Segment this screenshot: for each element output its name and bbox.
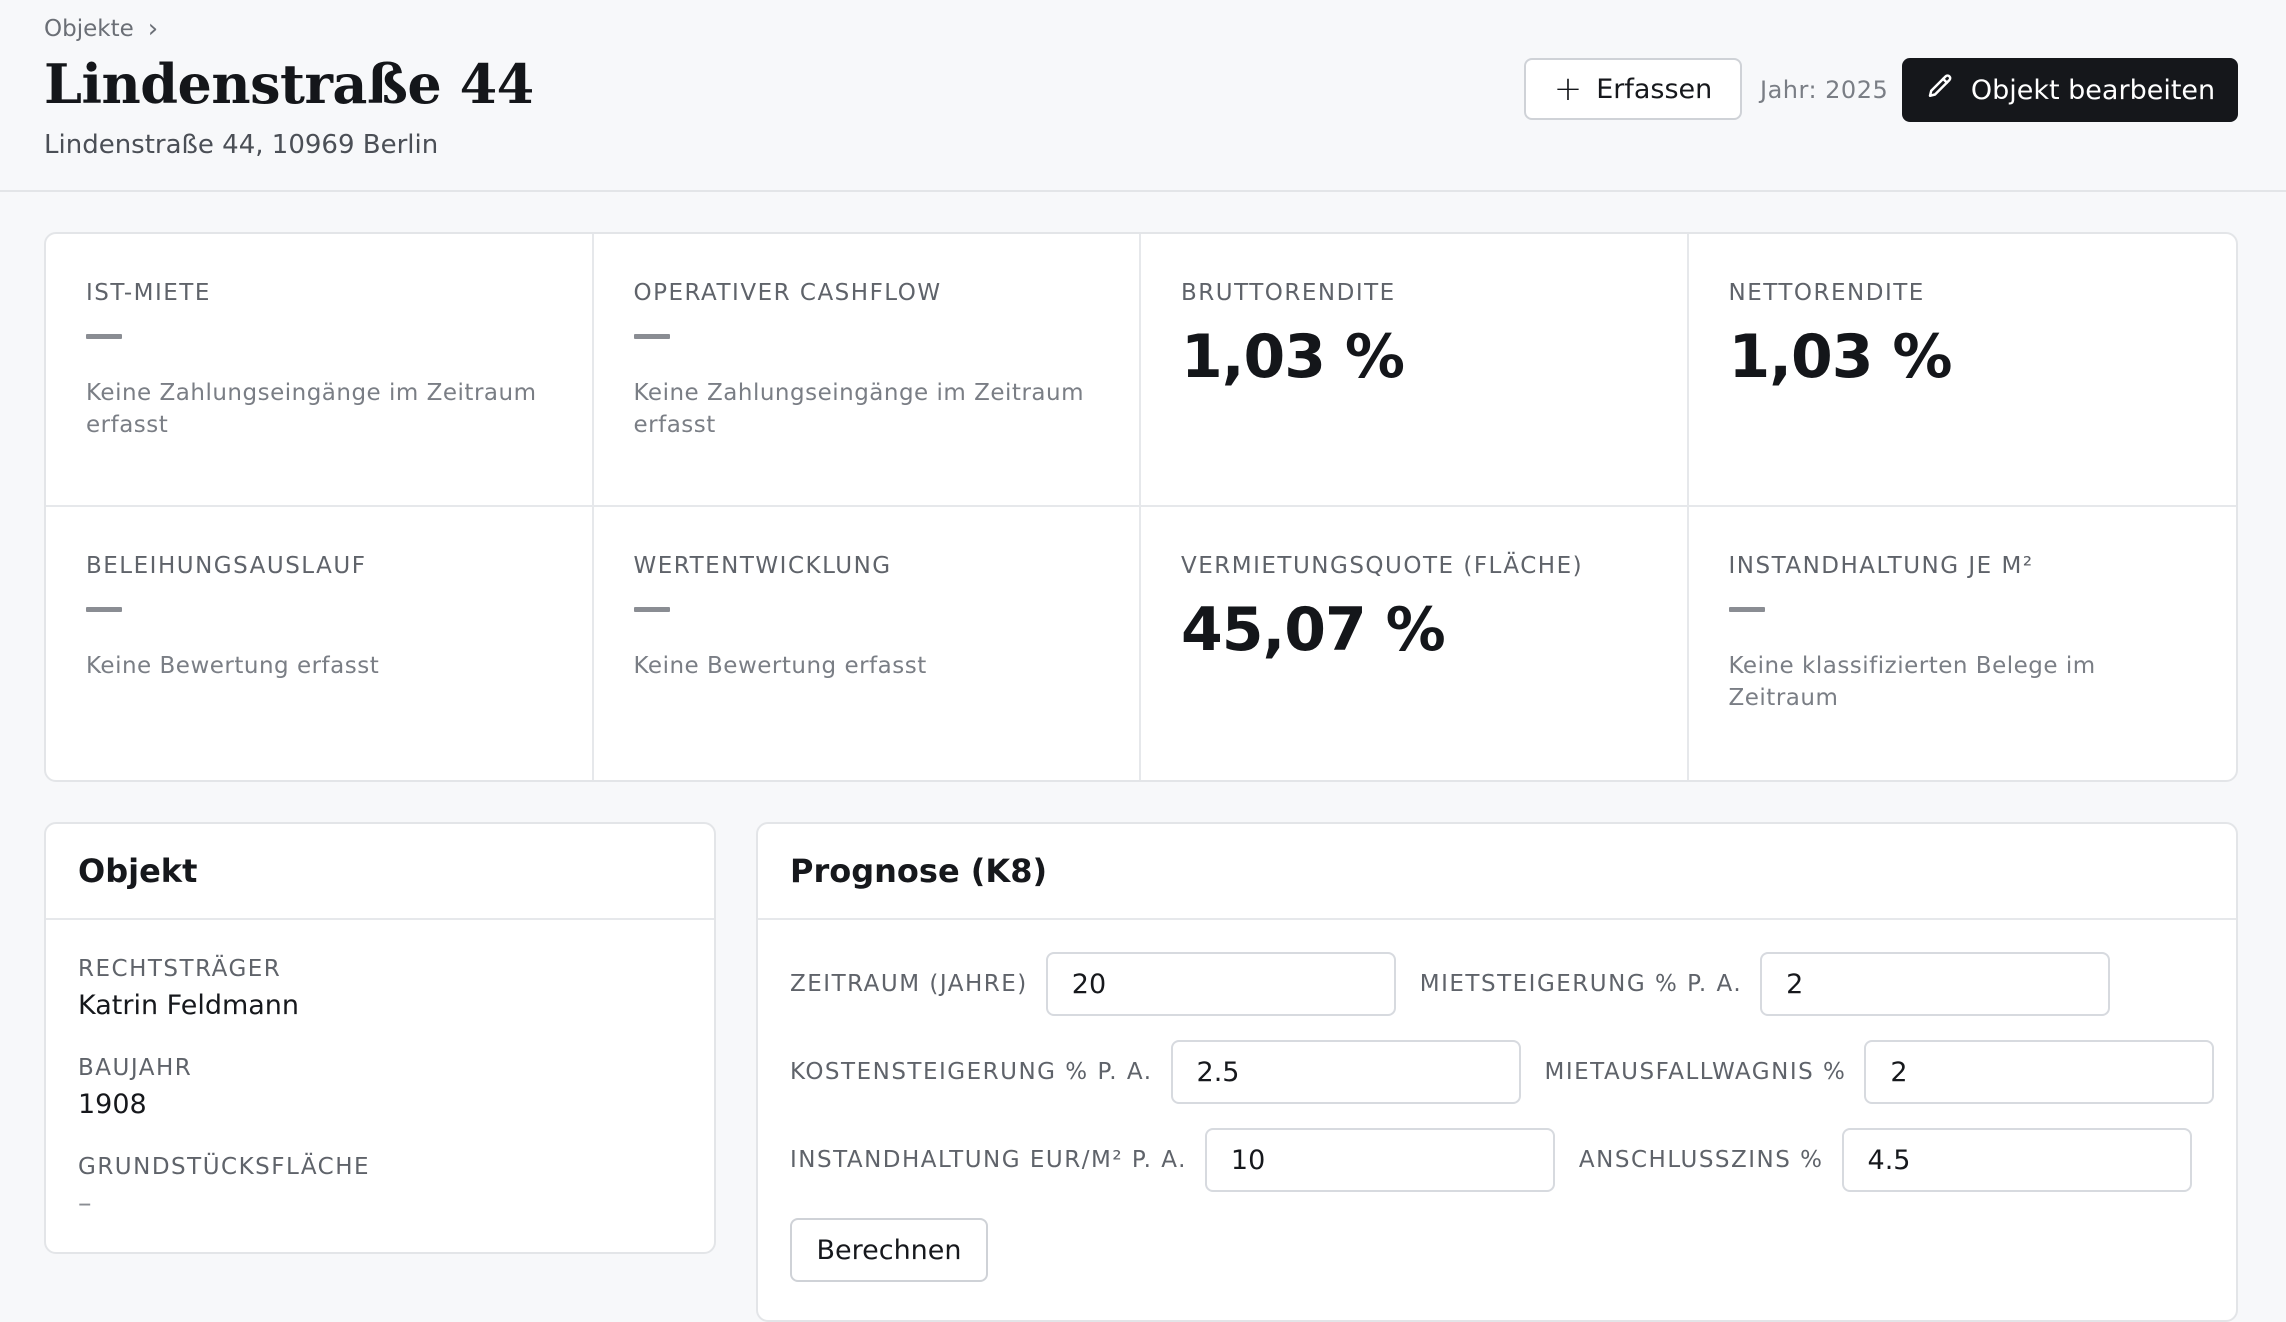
kpi-bruttorendite: BRUTTORENDITE 1,03 % — [1141, 234, 1689, 507]
kpi-label: VERMIETUNGSQUOTE (FLÄCHE) — [1181, 553, 1584, 579]
zeitraum-input[interactable]: 20 — [1045, 952, 1396, 1016]
breadcrumb: Objekte › — [44, 14, 158, 44]
field-label: RECHTSTRÄGER — [78, 956, 282, 982]
field-rechtstraeger: RECHTSTRÄGER Katrin Feldmann — [46, 956, 714, 1021]
kpi-value: 45,07 % — [1181, 595, 1446, 665]
field-baujahr: BAUJAHR 1908 — [46, 1055, 714, 1120]
kpi-note: Keine Zahlungseingänge im Zeitraum erfas… — [633, 380, 1084, 438]
kostensteigerung-input[interactable]: 2.5 — [1170, 1040, 1521, 1104]
kpi-grid: IST-MIETE Keine Zahlungseingänge im Zeit… — [44, 232, 2238, 782]
page-title: Lindenstraße 44 — [44, 52, 534, 116]
anschlusszins-label: ANSCHLUSSZINS % — [1578, 1147, 1824, 1173]
mietausfallwagnis-label: MIETAUSFALLWAGNIS % — [1544, 1059, 1847, 1085]
instandhaltung-label: INSTANDHALTUNG EUR/M² P. A. — [790, 1147, 1187, 1173]
kpi-note: Keine klassifizierten Belege im Zeitraum — [1728, 653, 2096, 711]
forecast-row-1: ZEITRAUM (JAHRE) 20 MIETSTEIGERUNG % P. … — [790, 952, 2111, 1016]
pencil-icon — [1925, 72, 1955, 109]
kpi-label: OPERATIVER CASHFLOW — [633, 280, 942, 306]
kostensteigerung-label: KOSTENSTEIGERUNG % P. A. — [790, 1059, 1153, 1085]
plus-icon: + — [1553, 69, 1583, 109]
erfassen-button[interactable]: + Erfassen — [1524, 58, 1742, 120]
kpi-label: IST-MIETE — [86, 280, 211, 306]
forecast-row-3: INSTANDHALTUNG EUR/M² P. A. 10 ANSCHLUSS… — [790, 1128, 2192, 1192]
anschlusszins-input[interactable]: 4.5 — [1841, 1128, 2192, 1192]
kpi-vermietungsquote: VERMIETUNGSQUOTE (FLÄCHE) 45,07 % — [1141, 507, 1689, 780]
kpi-empty-dash — [633, 607, 670, 612]
field-value: 1908 — [78, 1089, 147, 1120]
kpi-label: WERTENTWICKLUNG — [633, 553, 892, 579]
objekt-bearbeiten-button[interactable]: Objekt bearbeiten — [1902, 58, 2238, 122]
kpi-wertentwicklung: WERTENTWICKLUNG Keine Bewertung erfasst — [594, 507, 1141, 780]
berechnen-button[interactable]: Berechnen — [790, 1218, 988, 1282]
mietsteigerung-input[interactable]: 2 — [1760, 952, 2111, 1016]
breadcrumb-objekte-link[interactable]: Objekte — [44, 16, 134, 42]
field-value: – — [78, 1188, 92, 1219]
year-indicator: Jahr: 2025 — [1760, 76, 1889, 104]
kpi-nettorendite: NETTORENDITE 1,03 % — [1688, 234, 2236, 507]
field-grundstuecksflaeche: GRUNDSTÜCKSFLÄCHE – — [46, 1154, 714, 1219]
mietausfallwagnis-input[interactable]: 2 — [1864, 1040, 2215, 1104]
zeitraum-label: ZEITRAUM (JAHRE) — [790, 971, 1028, 997]
field-value: Katrin Feldmann — [78, 990, 300, 1021]
erfassen-label: Erfassen — [1596, 73, 1713, 105]
kpi-label: NETTORENDITE — [1728, 280, 1925, 306]
instandhaltung-input[interactable]: 10 — [1204, 1128, 1555, 1192]
kpi-note: Keine Bewertung erfasst — [86, 653, 380, 679]
object-card: Objekt RECHTSTRÄGER Katrin Feldmann BAUJ… — [44, 822, 716, 1254]
forecast-card-title: Prognose (K8) — [758, 824, 2236, 920]
kpi-label: BRUTTORENDITE — [1181, 280, 1396, 306]
mietsteigerung-label: MIETSTEIGERUNG % P. A. — [1419, 971, 1743, 997]
field-label: GRUNDSTÜCKSFLÄCHE — [78, 1154, 371, 1180]
forecast-card: Prognose (K8) ZEITRAUM (JAHRE) 20 MIETST… — [756, 822, 2238, 1322]
objekt-bearbeiten-label: Objekt bearbeiten — [1970, 74, 2216, 106]
kpi-label: INSTANDHALTUNG JE M² — [1728, 553, 2034, 579]
kpi-note: Keine Bewertung erfasst — [633, 653, 927, 679]
kpi-note: Keine Zahlungseingänge im Zeitraum erfas… — [86, 380, 537, 438]
field-label: BAUJAHR — [78, 1055, 193, 1081]
chevron-right-icon: › — [147, 14, 159, 44]
object-card-title: Objekt — [46, 824, 714, 920]
property-address: Lindenstraße 44, 10969 Berlin — [44, 130, 439, 160]
page-header: Objekte › Lindenstraße 44 Lindenstraße 4… — [0, 0, 2286, 192]
kpi-empty-dash — [86, 607, 122, 612]
kpi-operativer-cashflow: OPERATIVER CASHFLOW Keine Zahlungseingän… — [593, 234, 1141, 507]
kpi-value: 1,03 % — [1728, 322, 1953, 392]
kpi-empty-dash — [86, 334, 122, 339]
forecast-row-2: KOSTENSTEIGERUNG % P. A. 2.5 MIETAUSFALL… — [790, 1040, 2215, 1104]
kpi-ist-miete: IST-MIETE Keine Zahlungseingänge im Zeit… — [46, 234, 594, 507]
kpi-empty-dash — [1728, 607, 1765, 612]
kpi-empty-dash — [633, 334, 670, 339]
kpi-beleihungsauslauf: BELEIHUNGSAUSLAUF Keine Bewertung erfass… — [46, 507, 594, 780]
kpi-value: 1,03 % — [1181, 322, 1405, 392]
kpi-label: BELEIHUNGSAUSLAUF — [86, 553, 367, 579]
kpi-instandhaltung-je-m2: INSTANDHALTUNG JE M² Keine klassifiziert… — [1689, 507, 2237, 780]
